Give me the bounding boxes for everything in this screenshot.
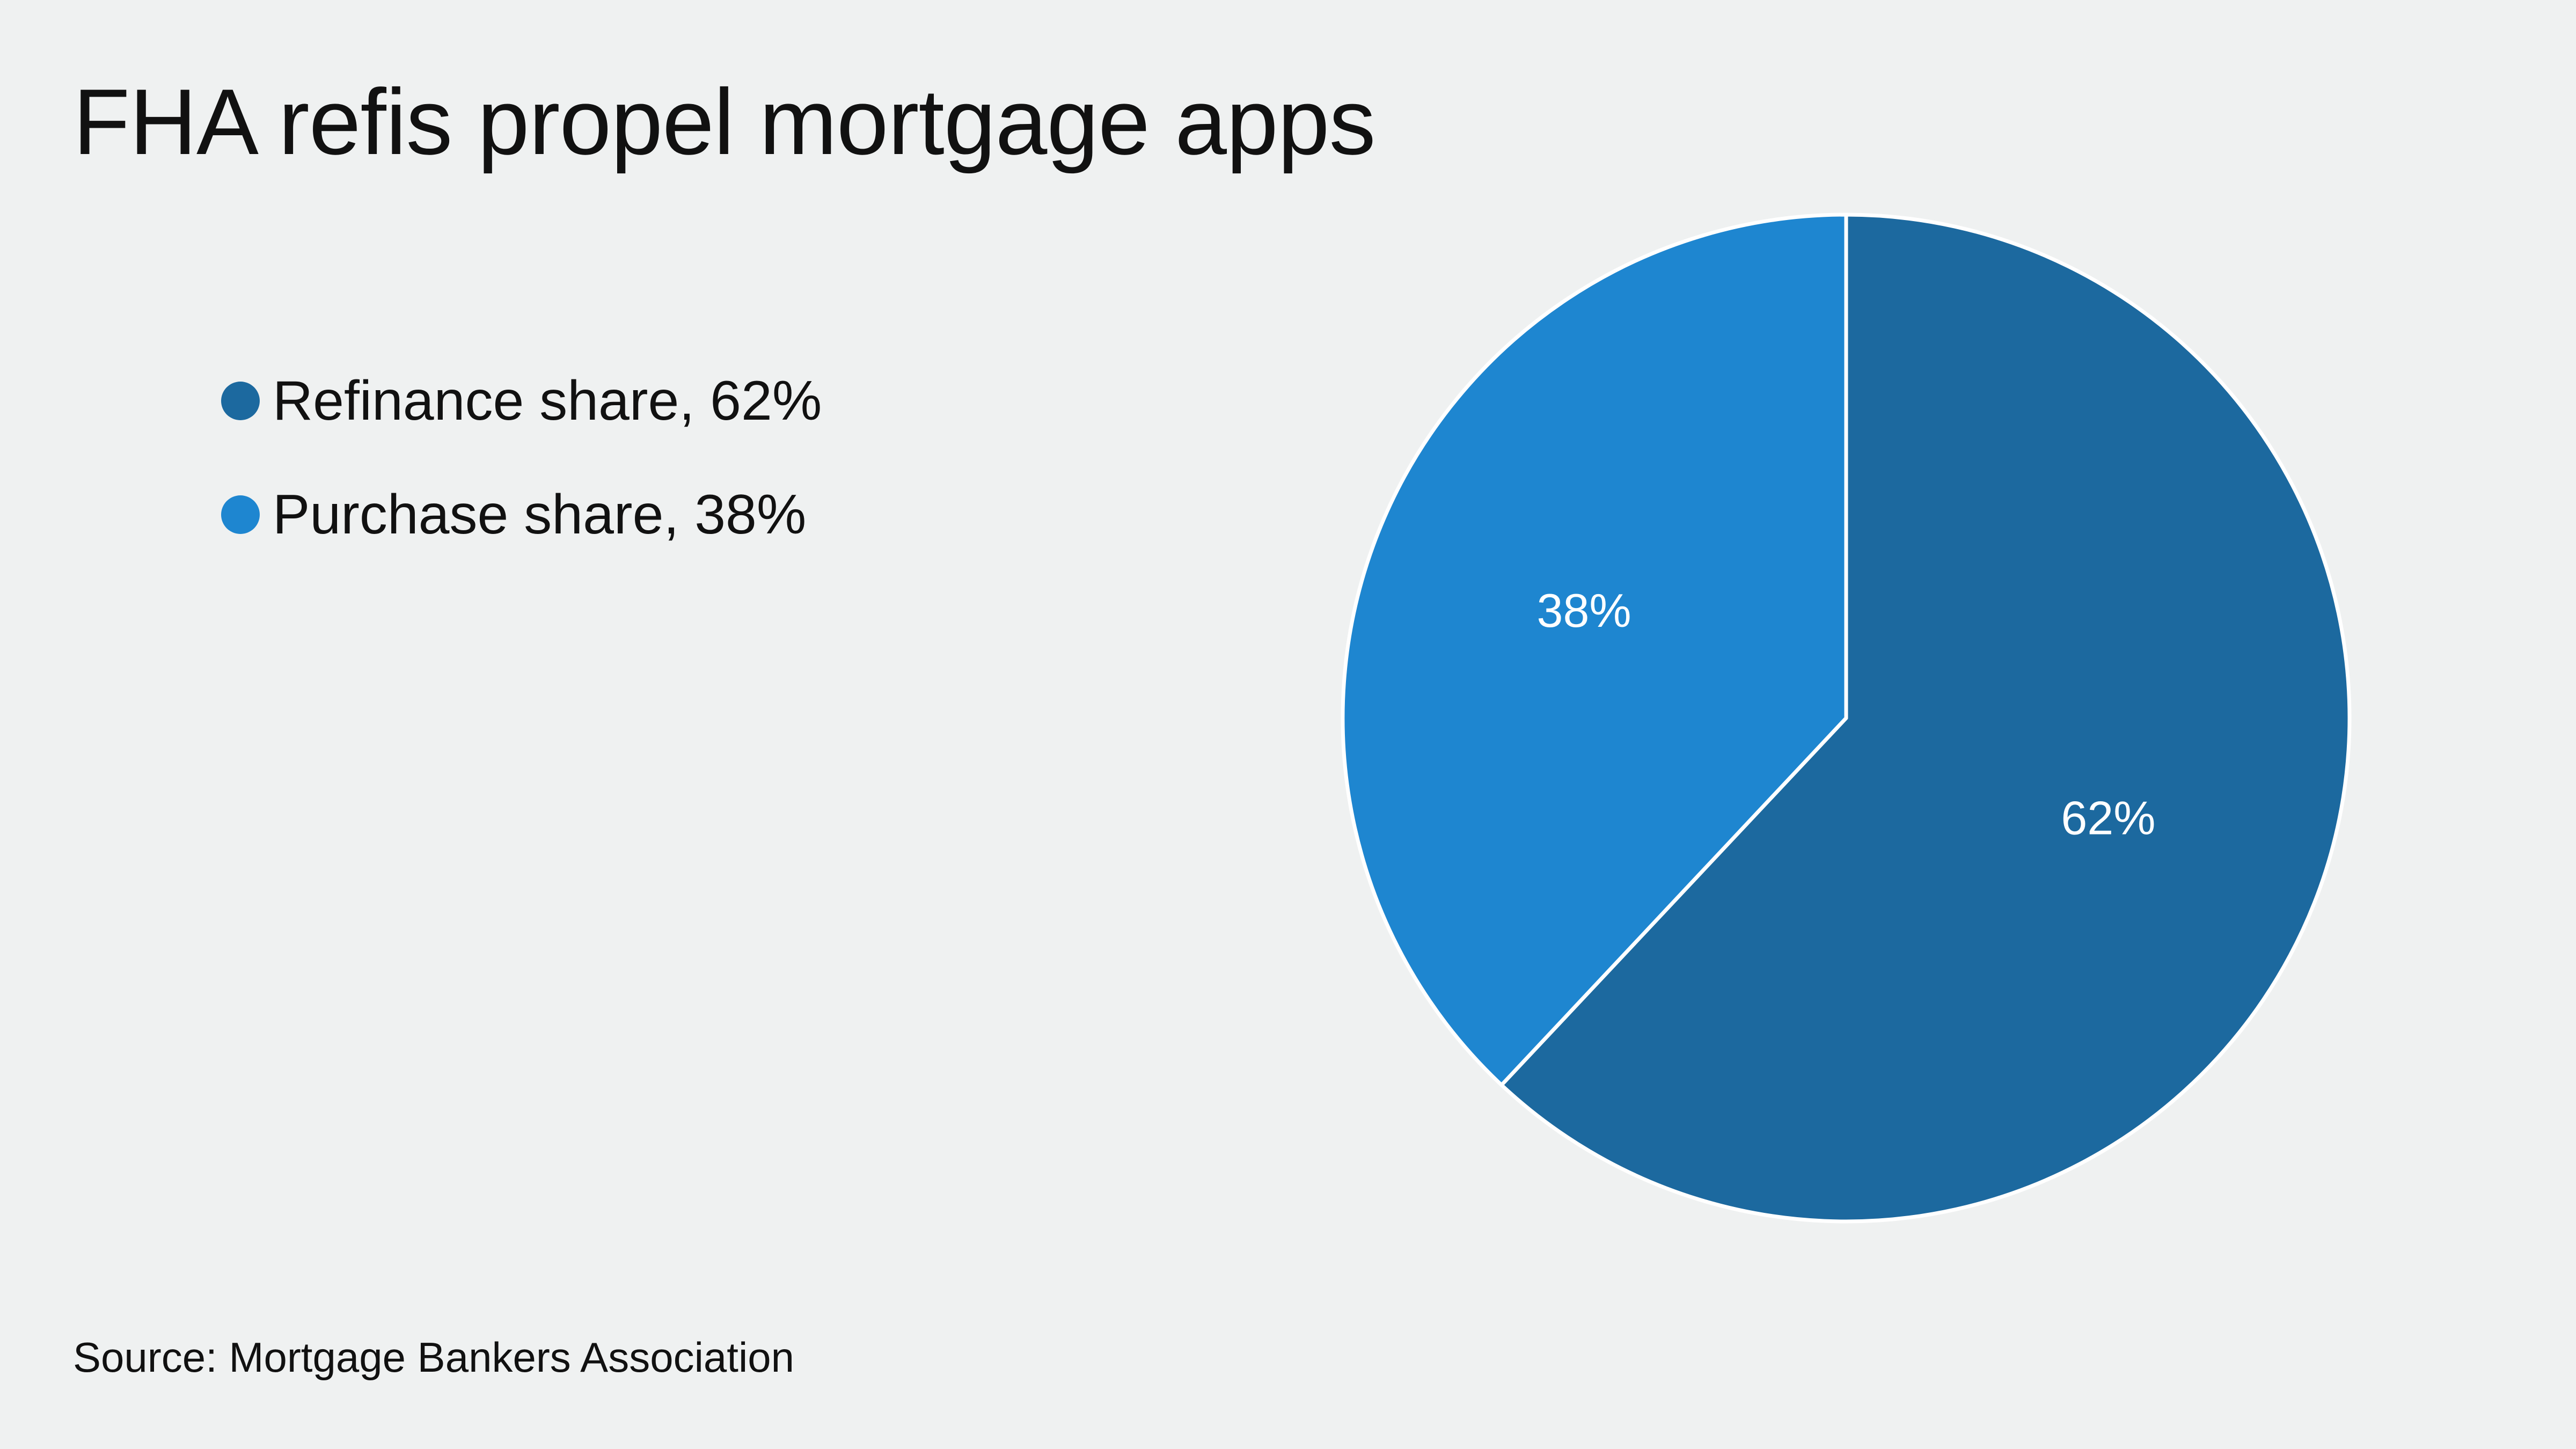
source-note: Source: Mortgage Bankers Association xyxy=(73,1334,795,1381)
legend-label-refinance: Refinance share, 62% xyxy=(273,370,822,432)
legend-item-refinance: Refinance share, 62% xyxy=(221,361,822,441)
chart-title: FHA refis propel mortgage apps xyxy=(73,69,1376,174)
pie-slice-purchase-share xyxy=(1341,213,1848,1087)
legend-item-purchase: Purchase share, 38% xyxy=(221,474,822,555)
legend-swatch-refinance xyxy=(221,382,260,420)
pie-slice-refinance-share xyxy=(1499,213,2352,1224)
legend-label-purchase: Purchase share, 38% xyxy=(273,484,807,546)
slice-label-purchase-share: 38% xyxy=(1537,584,1631,637)
pie-labels: 62% 38% xyxy=(1537,584,2156,845)
slice-label-refinance-share: 62% xyxy=(2061,792,2155,845)
pie-slices xyxy=(1341,213,2352,1224)
legend-swatch-purchase xyxy=(221,495,260,534)
legend: Refinance share, 62% Purchase share, 38% xyxy=(221,361,822,588)
